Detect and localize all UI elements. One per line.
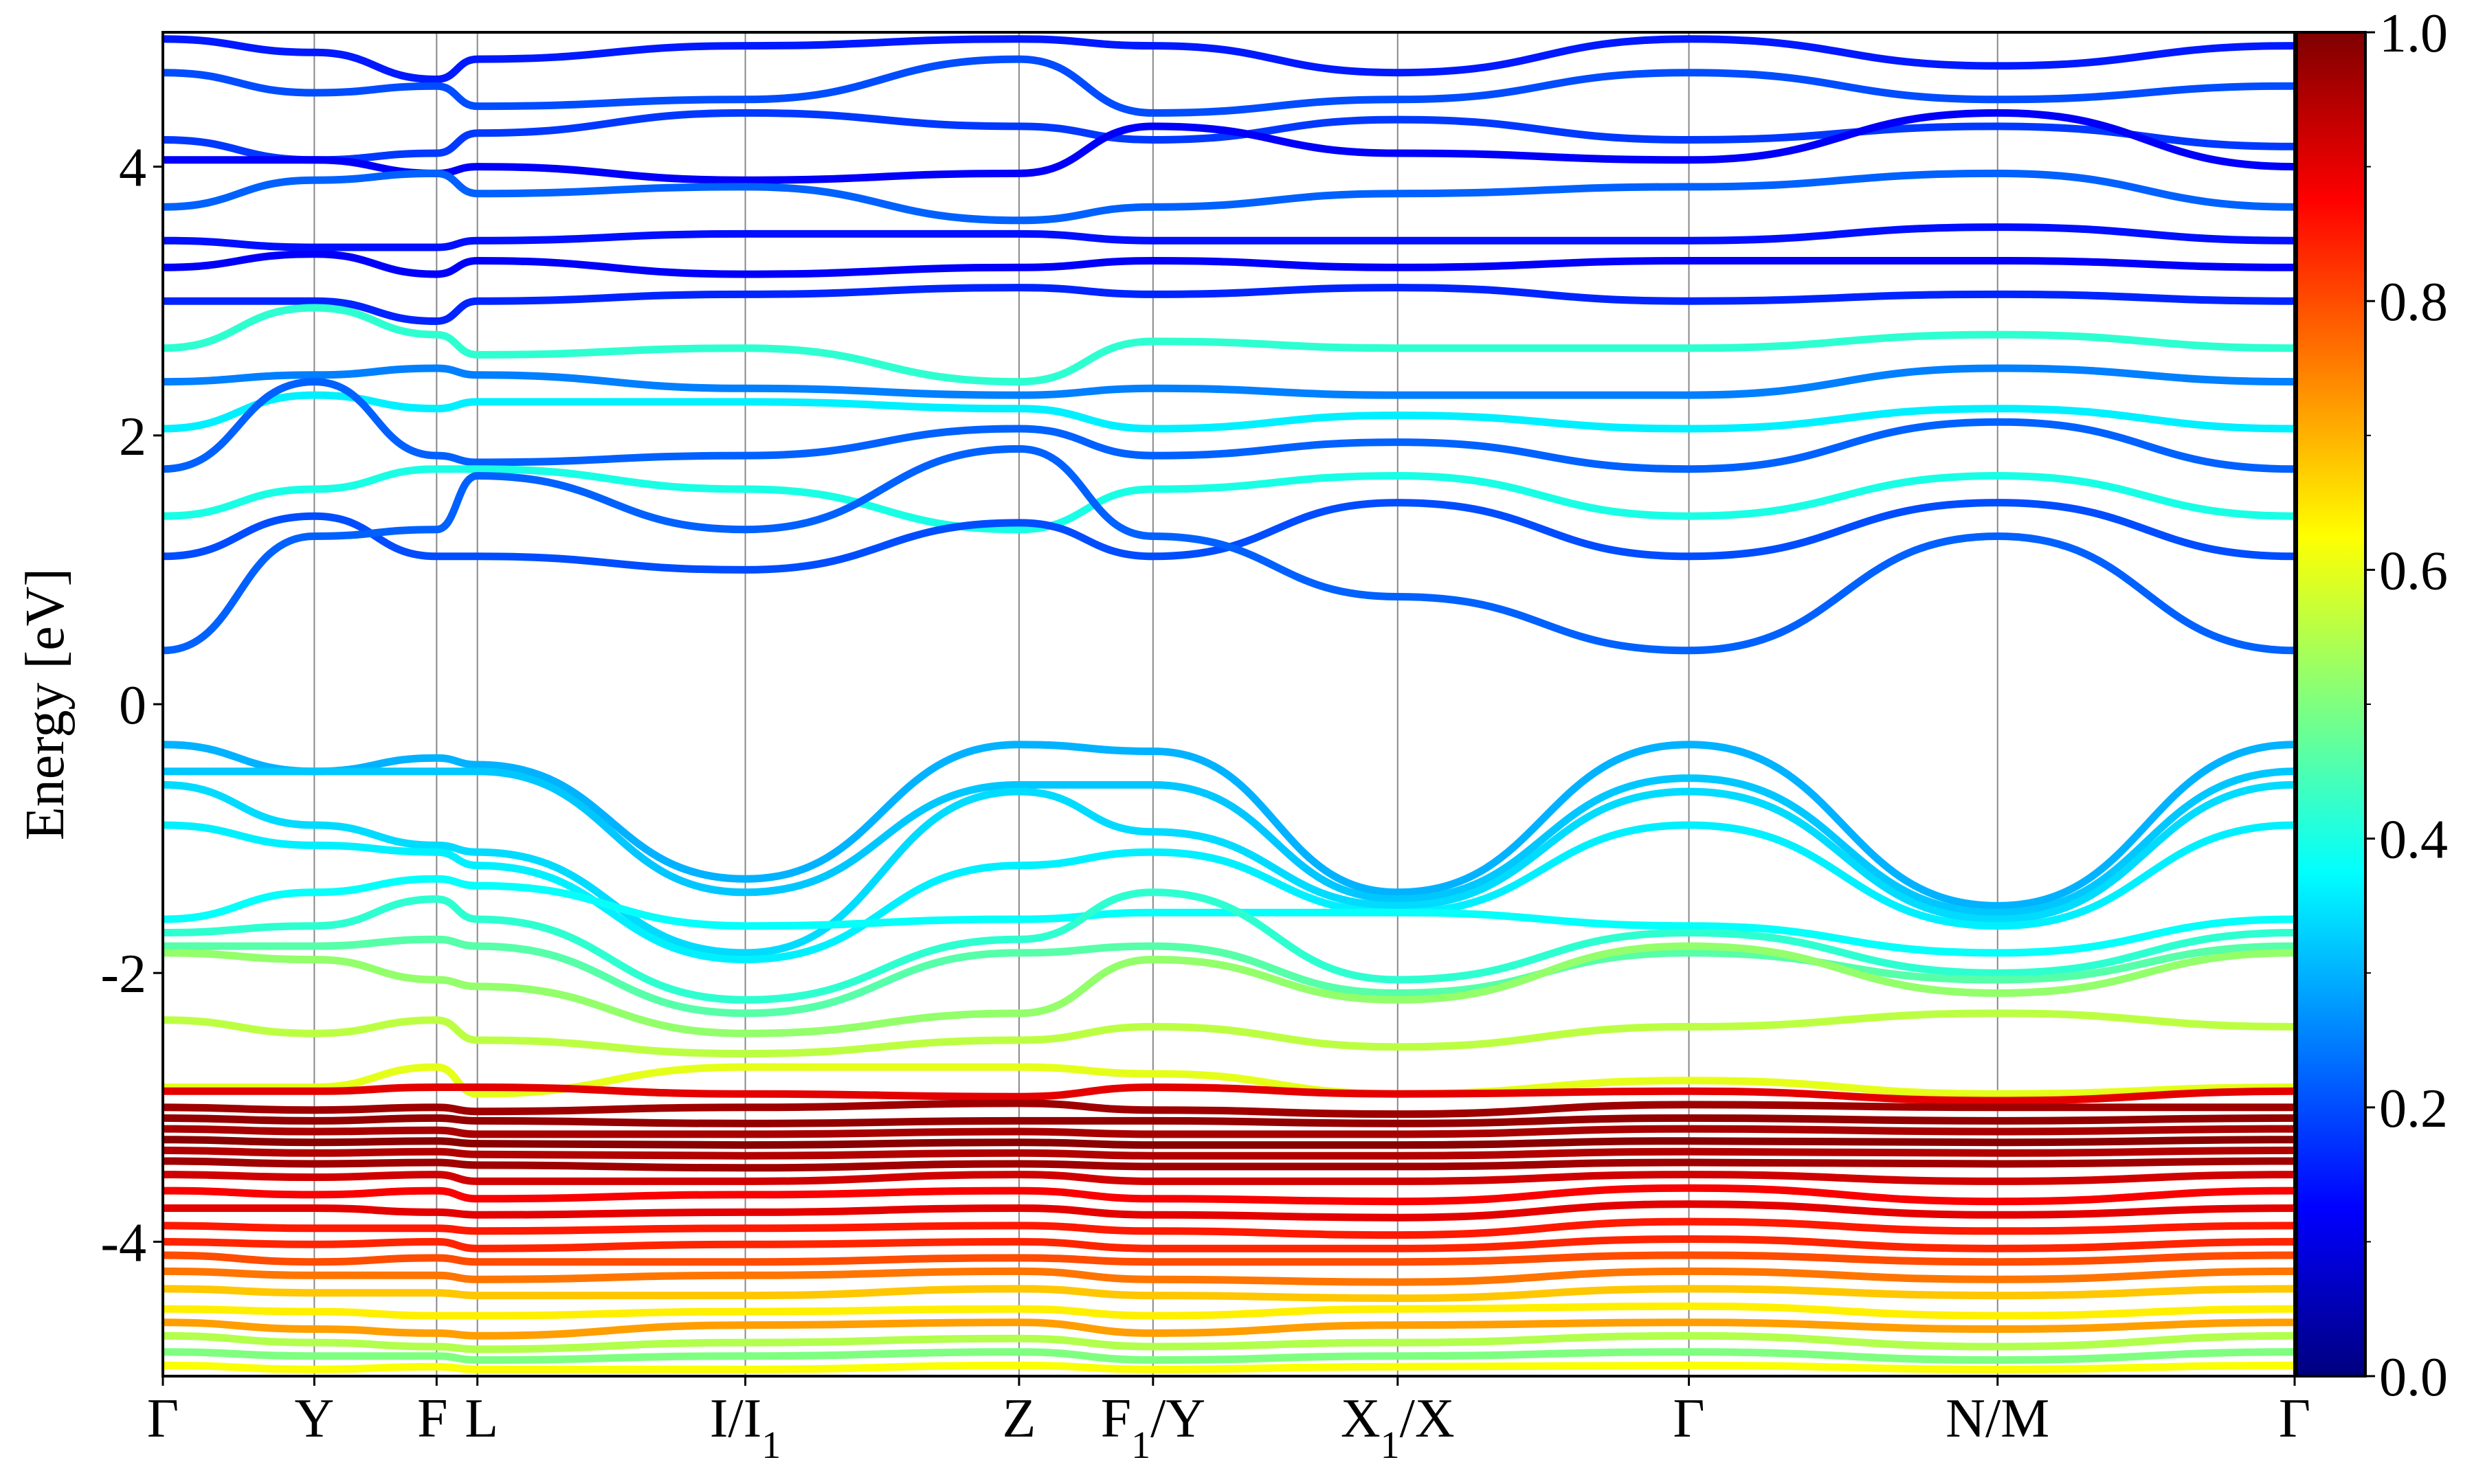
y-tick-label: 2 [119,407,146,467]
colorbar-tick-label: 0.0 [2379,1347,2448,1408]
band-line [163,780,2295,957]
band-line [163,169,2295,225]
colorbar-tick-label: 1.0 [2379,3,2448,64]
band-line [163,821,2295,964]
band-line [163,1267,2295,1286]
x-tick-label: L [465,1389,498,1449]
x-tick-label: Y [294,1389,334,1449]
band-line [163,1348,2295,1364]
band-line [163,1331,2295,1353]
band-line [163,1200,2295,1222]
band-line [163,1009,2295,1058]
band-line [163,250,2295,278]
x-tick-label: Γ [1673,1389,1704,1449]
band-line [163,942,2295,1037]
y-axis: 4 2 0 -2 -4 [100,138,163,1273]
band-line [163,378,2295,473]
x-tick-label: Z [1002,1389,1036,1449]
y-tick-label: -2 [100,944,146,1004]
band-line [163,499,2295,574]
band-lines [163,35,2295,1373]
band-line [163,1361,2295,1373]
y-tick-label: 0 [119,675,146,736]
band-line [163,284,2295,325]
x-tick-label: F1/Y [1101,1389,1206,1467]
x-tick-label: F [417,1389,448,1449]
band-line [163,391,2295,433]
band-line [163,1171,2295,1185]
band-line [163,1157,2295,1172]
band-line [163,304,2295,386]
band-line [163,1251,2295,1266]
colorbar-tick-label: 0.2 [2379,1079,2448,1139]
band-line [163,35,2295,83]
colorbar-axis: 1.0 0.8 0.6 0.4 0.2 0.0 [2365,3,2448,1408]
x-tick-label: Γ [147,1389,179,1449]
band-line [163,767,2295,917]
x-tick-label: Γ [2279,1389,2310,1449]
band-line [163,1114,2295,1127]
colorbar-tick-label: 0.6 [2379,541,2448,601]
colorbar [2295,31,2367,1378]
band-line [163,1146,2295,1160]
y-axis-title: Energy [eV] [15,568,76,840]
band-line [163,1302,2295,1320]
band-line [163,223,2295,251]
band-line [163,1235,2295,1252]
band-line [163,109,2295,164]
y-tick-label: 4 [119,138,146,199]
band-line [163,935,2295,1018]
band-line [163,1318,2295,1340]
x-tick-label: X1/X [1341,1389,1455,1467]
colorbar-tick-label: 0.8 [2379,272,2448,333]
x-tick-label: I/I1 [710,1389,781,1467]
band-line [163,1125,2295,1138]
band-line [163,1285,2295,1303]
x-axis: Γ Y F L I/I1 Z F1/Y X1/X Γ N/M Γ [147,1376,2310,1467]
band-line [163,1063,2295,1098]
high-symmetry-lines [313,32,1998,1376]
band-line [163,1099,2295,1118]
x-tick-label: N/M [1946,1389,2049,1449]
band-line [163,55,2295,117]
band-line [163,1184,2295,1206]
band-line [163,888,2295,1004]
colorbar-tick-label: 0.4 [2379,810,2448,870]
band-line [163,1136,2295,1149]
plot-frame [161,31,2296,1378]
band-line [163,445,2295,655]
band-line [163,364,2295,399]
band-line [163,1217,2295,1239]
y-tick-label: -4 [100,1213,146,1273]
band-line [163,1083,2295,1105]
band-line [163,741,2295,910]
